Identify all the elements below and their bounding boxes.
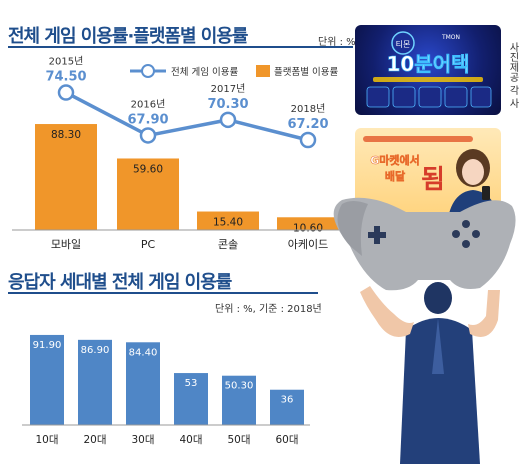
overall-usage-value-label: 70.30 — [207, 97, 248, 112]
controller-button-icon — [452, 230, 460, 238]
chart1-legend: 전체 게임 이용률 플랫폼별 이용률 — [130, 64, 338, 78]
age-group-bar — [126, 342, 160, 425]
legend-line-marker — [141, 64, 155, 78]
platform-bar-value-label: 15.40 — [213, 217, 243, 229]
person-body — [400, 318, 480, 464]
age-group-bar — [270, 389, 304, 425]
chart1-title: 전체 게임 이용률·플랫폼별 이용률 — [8, 26, 248, 47]
age-group-bar — [174, 373, 208, 425]
platform-category-label: 모바일 — [51, 237, 81, 251]
overall-usage-point — [219, 111, 237, 129]
tmon-feature-tiles — [366, 86, 492, 108]
platform-bar — [35, 124, 97, 230]
platform-bar-value-label: 10.60 — [293, 222, 323, 234]
age-group-bar-value-label: 50.30 — [225, 381, 254, 392]
age-group-bar-value-label: 84.40 — [129, 347, 158, 358]
tmon-badge-text: 티몬 — [396, 40, 411, 49]
age-group-usage-chart: 91.90 86.90 84.40 53 50.30 36 10대 20대 30대 40대 50대… — [22, 334, 310, 446]
tmon-logo-text: TMON — [441, 34, 460, 41]
chart2-title: 응답자 세대별 전체 게임 이용률 — [8, 272, 232, 293]
tmon-headline: 10분어택 — [386, 52, 469, 76]
platform-category-label: PC — [141, 238, 156, 251]
legend-bar-label: 플랫폼별 이용률 — [274, 67, 338, 78]
platform-category-label: 아케이드 — [288, 238, 328, 251]
overall-usage-line — [65, 90, 309, 142]
age-group-category-label: 10대 — [35, 434, 58, 446]
platform-bar — [197, 211, 259, 230]
phone-icon — [482, 186, 490, 200]
age-group-bar-value-label: 36 — [281, 395, 294, 406]
chart1-title-rule — [8, 46, 353, 48]
tmon-tile — [444, 86, 468, 108]
chart2-title-rule — [8, 292, 318, 294]
person-arm-right — [468, 290, 500, 337]
platform-bar-value-label: 88.30 — [51, 129, 81, 141]
age-group-bar-value-label: 53 — [185, 378, 198, 389]
age-group-bar-value-label: 86.90 — [81, 345, 110, 356]
gmarket-top-bar — [363, 136, 473, 142]
dpad-horizontal-icon — [368, 232, 386, 238]
age-group-category-label: 50대 — [227, 434, 250, 446]
year-label: 2016년 — [131, 98, 166, 110]
tmon-tile — [392, 86, 416, 108]
person-head — [424, 282, 452, 314]
controller-button-icon — [462, 220, 470, 228]
platform-bar-value-label: 59.60 — [133, 163, 163, 175]
gmarket-headline-2: 배달 — [385, 169, 405, 183]
photo-credit: 사진제공 각 사 — [507, 42, 518, 109]
legend-line-label: 전체 게임 이용률 — [171, 66, 238, 78]
tmon-subline-bar — [373, 77, 483, 82]
controller-button-icon — [472, 230, 480, 238]
age-group-category-label: 60대 — [275, 434, 298, 446]
game-controller — [333, 197, 516, 291]
overall-usage-point — [57, 84, 75, 101]
overall-usage-value-label: 74.50 — [45, 70, 86, 85]
age-group-bar — [30, 334, 64, 425]
overall-usage-point — [139, 127, 157, 144]
age-group-category-label: 40대 — [179, 434, 202, 446]
person-arm-left — [360, 286, 414, 337]
age-group-bar — [78, 339, 112, 425]
tmon-tile — [366, 86, 390, 108]
tmon-badge-circle — [391, 31, 415, 55]
tmon-tile — [418, 86, 442, 108]
chart1-unit: 단위 : % — [318, 37, 356, 48]
tmon-ad-graphic: 티몬 TMON 10분어택 — [366, 31, 492, 108]
controller-grip-shade — [337, 201, 368, 256]
age-group-category-label: 20대 — [83, 434, 106, 446]
age-group-bar — [222, 375, 256, 425]
year-label: 2018년 — [291, 103, 326, 115]
person-shirt-shade — [432, 318, 444, 374]
gamer-illustration — [333, 197, 516, 464]
tmon-ad-image: 티몬 TMON 10분어택 — [355, 25, 501, 115]
platform-bar — [277, 217, 339, 230]
year-label: 2017년 — [211, 83, 246, 95]
overall-usage-point — [299, 131, 317, 149]
platform-category-label: 콘솔 — [218, 238, 238, 251]
gmarket-big-char: 됨 — [421, 165, 445, 195]
age-group-category-label: 30대 — [131, 434, 154, 446]
chart2-unit: 단위 : %, 기준 : 2018년 — [215, 304, 322, 315]
gmarket-headline-1: G마켓에서 — [370, 153, 420, 167]
year-label: 2015년 — [49, 56, 84, 68]
tmon-tile — [470, 86, 492, 108]
platform-bar — [117, 158, 179, 230]
woman-face — [462, 159, 484, 185]
age-group-bar-value-label: 91.90 — [33, 340, 62, 351]
legend-bar-swatch — [256, 65, 270, 77]
overall-usage-value-label: 67.20 — [287, 117, 328, 132]
controller-button-icon — [462, 240, 470, 248]
overall-usage-value-label: 67.90 — [127, 112, 168, 127]
